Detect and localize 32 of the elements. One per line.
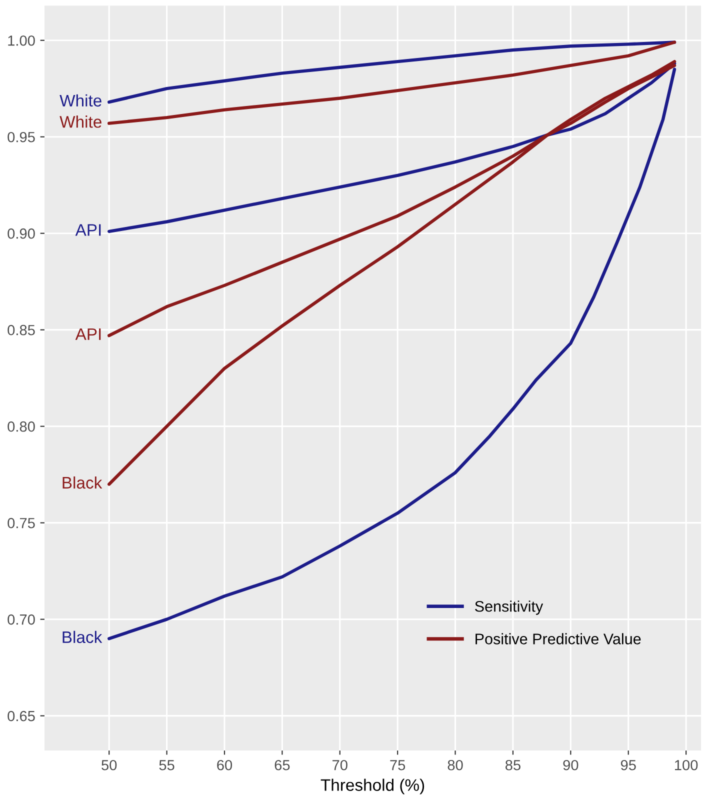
y-tick-label: 0.85 (8, 324, 35, 336)
line-series (107, 40, 676, 125)
legend-label: Positive Predictive Value (476, 633, 641, 644)
y-tick-label: 0.75 (8, 518, 35, 528)
y-tick-label: 1.00 (8, 35, 35, 46)
line-series (107, 64, 676, 486)
line-series (107, 40, 676, 104)
x-tick-label: 80 (448, 760, 463, 770)
y-tick-label: 0.80 (8, 421, 35, 432)
y-tick-label: 0.95 (8, 132, 35, 142)
annotation: White (60, 94, 102, 107)
y-tick-label: 0.65 (8, 710, 35, 722)
x-axis-title: Threshold (%) (320, 778, 424, 794)
annotation: Black (62, 476, 102, 489)
x-tick-label: 55 (159, 760, 174, 770)
annotation: Black (62, 630, 102, 644)
line-series (107, 62, 676, 233)
x-tick-label: 90 (563, 760, 578, 770)
x-tick-label: 95 (620, 760, 636, 770)
annotation: White (60, 116, 102, 128)
x-tick-label: 60 (217, 760, 232, 770)
x-tick-label: 75 (390, 760, 406, 770)
legend-label: Sensitivity (475, 600, 544, 615)
annotation: API (75, 224, 101, 236)
y-tick-label: 0.70 (8, 614, 35, 625)
x-tick-label: 85 (505, 760, 520, 770)
x-tick-label: 65 (274, 760, 290, 770)
annotation: API (75, 328, 101, 340)
y-tick-label: 0.90 (8, 228, 35, 239)
x-tick-label: 100 (675, 760, 698, 770)
x-tick-label: 50 (102, 760, 117, 770)
x-tick-label: 70 (332, 760, 348, 770)
